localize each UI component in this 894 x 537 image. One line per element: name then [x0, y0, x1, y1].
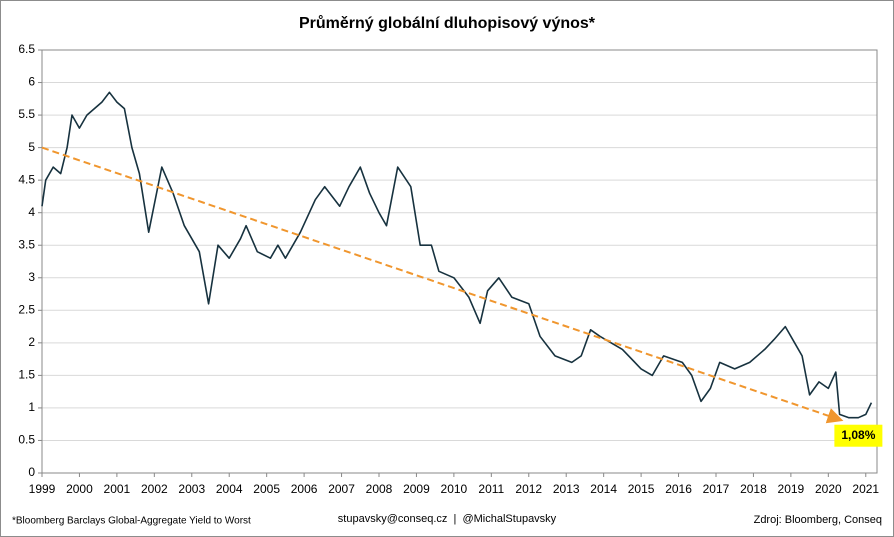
x-tick-label: 2011 [478, 482, 504, 496]
footnote: *Bloomberg Barclays Global-Aggregate Yie… [12, 516, 251, 527]
y-tick-label: 6 [28, 75, 35, 89]
x-tick-label: 2014 [590, 482, 617, 496]
trend-line [41, 146, 844, 424]
y-tick-label: 2.5 [18, 302, 35, 316]
y-tick-label: 0.5 [18, 433, 35, 447]
x-tick-label: 2009 [403, 482, 430, 496]
y-tick-label: 1.5 [18, 368, 35, 382]
x-tick-label: 2008 [366, 482, 393, 496]
x-tick-label: 2015 [628, 482, 655, 496]
y-tick-label: 6.5 [18, 42, 35, 56]
source: Zdroj: Bloomberg, Conseq [754, 514, 882, 526]
plot-area [41, 49, 878, 474]
contact: stupavsky@conseq.cz | @MichalStupavsky [338, 513, 557, 525]
x-tick-label: 2018 [740, 482, 767, 496]
x-tick-label: 2013 [553, 482, 580, 496]
annotation: 1,08% [841, 428, 875, 442]
x-tick-label: 2021 [852, 482, 879, 496]
x-tick-label: 2004 [216, 482, 243, 496]
x-tick-label: 1999 [29, 482, 56, 496]
y-tick-label: 4.5 [18, 172, 35, 186]
x-tick-label: 2012 [515, 482, 542, 496]
y-tick-label: 3 [28, 270, 35, 284]
y-tick-label: 4 [28, 205, 35, 219]
x-tick-label: 2003 [178, 482, 205, 496]
y-tick-label: 0 [28, 465, 35, 479]
y-tick-label: 1 [28, 400, 35, 414]
x-tick-label: 2005 [253, 482, 280, 496]
y-tick-label: 3.5 [18, 237, 35, 251]
chart-title: Průměrný globální dluhopisový výnos* [299, 15, 596, 32]
x-tick-label: 2006 [291, 482, 318, 496]
y-tick-label: 5 [28, 140, 35, 154]
x-tick-label: 2019 [778, 482, 805, 496]
x-tick-label: 2020 [815, 482, 842, 496]
x-tick-label: 2007 [328, 482, 355, 496]
y-tick-label: 5.5 [18, 107, 35, 121]
x-tick-label: 2000 [66, 482, 93, 496]
x-tick-label: 2010 [441, 482, 468, 496]
x-tick-label: 2016 [665, 482, 692, 496]
annotation-box [834, 424, 883, 447]
y-tick-label: 2 [28, 335, 35, 349]
x-tick-label: 2001 [104, 482, 131, 496]
x-tick-label: 2002 [141, 482, 168, 496]
series-line [41, 91, 873, 419]
x-tick-label: 2017 [703, 482, 730, 496]
